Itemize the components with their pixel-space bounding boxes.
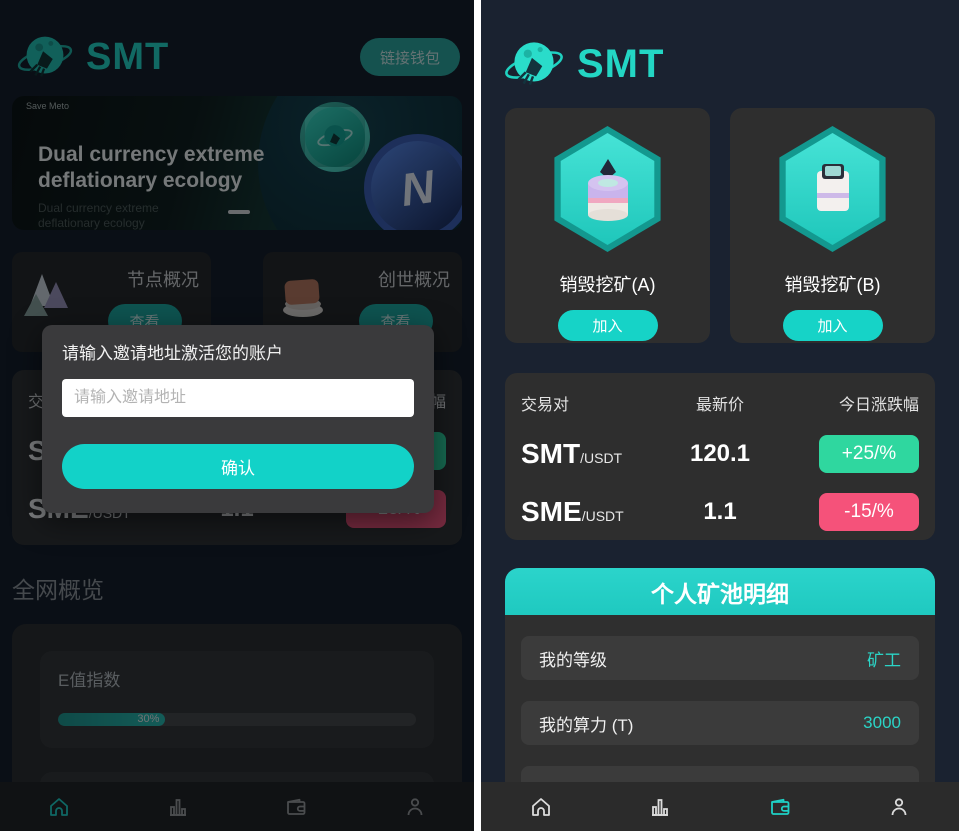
profile-icon	[891, 797, 907, 815]
join-button-a[interactable]: 加入	[557, 310, 658, 341]
change-badge-down: -15/%	[819, 493, 919, 531]
hexagon-badge	[779, 126, 886, 252]
mining-card-b: 销毁挖矿(B) 加入	[730, 108, 935, 343]
nav-wallet[interactable]	[720, 795, 840, 819]
pool-row-hashrate: 我的算力 (T) 3000	[521, 701, 919, 745]
pair-price: 1.1	[703, 498, 737, 525]
market-row-sme[interactable]: SME/USDT 1.1 -15/%	[521, 493, 919, 531]
bottom-nav	[481, 782, 959, 831]
confirm-button[interactable]: 确认	[62, 444, 414, 489]
pair-symbol: SMT	[521, 438, 581, 469]
candle-icon	[587, 159, 628, 221]
market-card: 交易对 最新价 今日涨跌幅 SMT/USDT 120.1 +25/% SME/U…	[505, 373, 935, 540]
mining-card-title: 销毁挖矿(B)	[784, 275, 881, 295]
nav-home[interactable]	[481, 795, 601, 819]
mining-card-title: 销毁挖矿(A)	[559, 275, 656, 295]
market-col-price: 最新价	[695, 397, 744, 414]
invite-address-input[interactable]	[62, 379, 414, 417]
market-col-change: 今日涨跌幅	[838, 397, 919, 414]
market-row-smt[interactable]: SMT/USDT 120.1 +25/%	[521, 435, 919, 473]
market-col-pair: 交易对	[521, 397, 570, 414]
nav-profile[interactable]	[840, 795, 959, 819]
pair-quote: /USDT	[580, 450, 623, 466]
change-badge-up: +25/%	[819, 435, 919, 473]
logo-text: SMT	[577, 41, 665, 86]
planet-rocket-logo-icon	[505, 42, 563, 86]
pool-row-level: 我的等级 矿工	[521, 636, 919, 680]
pair-quote: /USDT	[581, 508, 624, 524]
pool-row-partial	[521, 766, 919, 786]
personal-pool-section: 个人矿池明细 我的等级 矿工 我的算力 (T) 3000	[505, 568, 935, 795]
nav-stats[interactable]	[601, 795, 721, 819]
panel-mining: SMT	[481, 0, 959, 831]
home-icon	[531, 797, 550, 816]
modal-title: 请输入邀请地址激活您的账户	[62, 344, 283, 363]
miner-box-icon	[816, 164, 849, 211]
hexagon-badge	[554, 126, 661, 252]
join-button-b[interactable]: 加入	[782, 310, 883, 341]
pool-row-value: 3000	[863, 713, 901, 732]
mining-cards-row: 销毁挖矿(A) 加入 销毁挖矿(B) 加入	[505, 108, 935, 343]
pair-symbol: SME	[521, 496, 582, 527]
invite-address-modal: 请输入邀请地址激活您的账户 确认	[42, 325, 434, 513]
pool-row-label: 我的算力 (T)	[539, 715, 634, 735]
pool-row-value: 矿工	[867, 650, 901, 670]
pool-row-label: 我的等级	[539, 650, 607, 670]
app-header: SMT	[481, 0, 959, 104]
mining-card-a: 销毁挖矿(A) 加入	[505, 108, 710, 343]
bar-chart-icon	[652, 798, 669, 816]
pool-section-title: 个人矿池明细	[505, 568, 935, 615]
app-logo: SMT	[501, 31, 664, 97]
pair-price: 120.1	[689, 440, 751, 467]
panel-home-with-modal: SMT 链接钱包 N Save Meto Dual currency extre…	[0, 0, 474, 831]
pool-section-body: 我的等级 矿工 我的算力 (T) 3000	[505, 615, 935, 795]
panel-divider	[474, 0, 481, 831]
wallet-icon	[770, 798, 790, 815]
market-header-row: 交易对 最新价 今日涨跌幅	[521, 391, 919, 415]
